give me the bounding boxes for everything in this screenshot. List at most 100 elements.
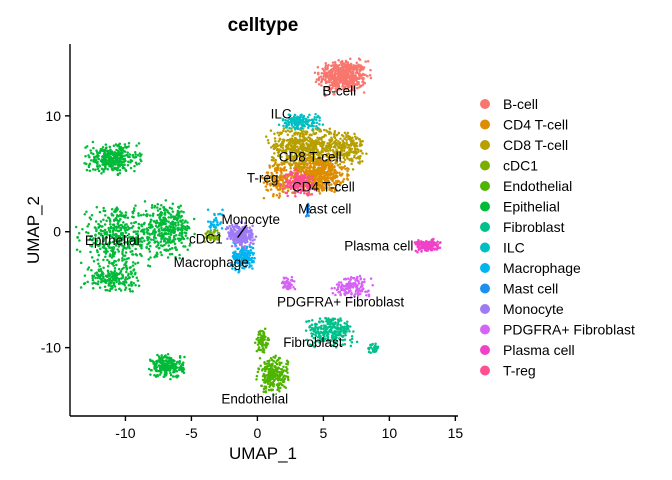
point — [149, 218, 153, 221]
point — [339, 281, 343, 284]
point — [329, 87, 333, 90]
point — [302, 146, 306, 150]
point — [124, 264, 128, 268]
point — [328, 138, 331, 142]
point — [115, 206, 119, 209]
point — [178, 228, 181, 231]
point — [271, 164, 275, 168]
point — [331, 168, 334, 172]
point — [422, 243, 426, 247]
point — [340, 77, 343, 80]
point — [236, 247, 239, 251]
point — [255, 374, 259, 378]
point — [339, 323, 342, 327]
point — [83, 213, 87, 216]
point — [324, 61, 327, 65]
point — [292, 155, 295, 158]
point — [255, 378, 258, 381]
point — [318, 158, 322, 162]
point — [140, 247, 143, 250]
point — [264, 185, 268, 188]
point — [250, 260, 253, 264]
point — [286, 139, 289, 142]
point — [92, 146, 95, 150]
point — [302, 116, 305, 119]
point — [131, 275, 135, 278]
point — [179, 238, 182, 242]
point — [348, 146, 352, 150]
point — [333, 135, 336, 138]
point — [348, 85, 352, 88]
point — [163, 222, 167, 225]
point — [170, 207, 174, 210]
point — [314, 118, 318, 121]
point — [126, 164, 130, 167]
point — [342, 178, 346, 181]
point — [301, 156, 304, 160]
point — [344, 331, 347, 335]
point — [163, 243, 166, 247]
point — [365, 152, 368, 156]
point — [81, 228, 84, 231]
point — [310, 124, 314, 128]
point — [289, 159, 293, 162]
point — [175, 362, 178, 365]
point — [104, 288, 107, 292]
point — [259, 364, 262, 367]
point — [148, 214, 152, 217]
point — [299, 118, 302, 122]
point — [312, 166, 316, 170]
point — [348, 325, 352, 328]
point — [345, 141, 348, 145]
point — [317, 76, 321, 80]
point — [350, 81, 353, 85]
point — [95, 154, 99, 158]
point — [269, 383, 272, 387]
point — [120, 153, 123, 157]
point — [346, 151, 350, 154]
point — [123, 254, 127, 257]
point — [76, 236, 79, 239]
point — [87, 222, 91, 226]
point — [320, 153, 324, 157]
point — [315, 326, 319, 330]
point — [353, 147, 357, 150]
point — [306, 166, 309, 170]
point — [302, 141, 305, 145]
point — [294, 176, 297, 179]
point — [318, 119, 321, 122]
point — [307, 139, 310, 143]
point — [344, 73, 348, 77]
point — [355, 79, 358, 83]
point — [132, 209, 136, 213]
point — [326, 322, 330, 326]
point — [268, 164, 271, 167]
point — [329, 68, 333, 72]
point — [107, 229, 111, 232]
point — [311, 143, 314, 147]
point — [124, 251, 128, 254]
point — [108, 217, 111, 220]
point — [140, 236, 144, 240]
point — [92, 152, 95, 156]
point — [268, 182, 272, 186]
point — [341, 66, 345, 70]
point — [361, 83, 364, 87]
point — [297, 161, 301, 165]
point — [417, 240, 420, 243]
point — [75, 248, 79, 252]
point — [143, 200, 147, 203]
point — [296, 127, 300, 131]
point — [109, 282, 112, 285]
point — [306, 126, 310, 129]
point — [358, 58, 362, 61]
point — [362, 76, 365, 80]
point — [180, 231, 184, 234]
point — [369, 277, 373, 280]
point — [88, 216, 92, 219]
point — [334, 321, 337, 324]
point — [324, 325, 328, 329]
point — [125, 260, 128, 264]
point — [284, 121, 288, 125]
point — [353, 154, 356, 158]
